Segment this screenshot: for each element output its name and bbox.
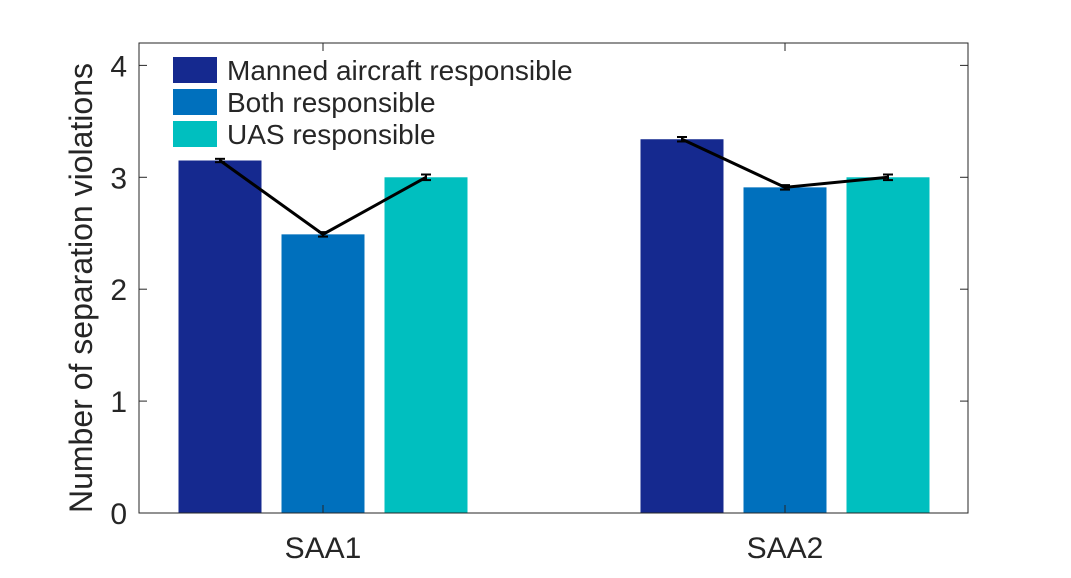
y-ticks-layer: 0 1 2 3 4 [110,50,968,531]
legend-item: Manned aircraft responsible [173,55,573,86]
x-tick-label: SAA1 [285,532,362,565]
y-tick-label: 1 [110,386,127,419]
legend-swatch [173,57,217,83]
y-axis-label: Number of separation violations [63,63,99,513]
error-bar [883,173,893,182]
error-bar [780,184,790,191]
error-bar [677,136,687,143]
axes-frame [138,42,969,514]
bar [640,139,724,513]
bars-layer [178,139,930,514]
x-ticks-layer: SAA1 SAA2 [285,43,824,565]
legend-item: Both responsible [173,87,436,118]
error-bars-layer [215,136,893,238]
legend-label: UAS responsible [227,119,436,150]
y-tick-label: 0 [110,498,127,531]
bar [846,177,930,514]
bar [743,187,827,513]
y-tick-label: 4 [110,50,127,83]
legend-item: UAS responsible [173,119,436,150]
y-tick-label: 3 [110,162,127,195]
legend-swatch [173,121,217,147]
error-bar [215,157,225,164]
error-bar [318,231,328,238]
x-tick-label: SAA2 [747,532,824,565]
error-bar [421,173,431,182]
legend-swatch [173,89,217,115]
bar [178,160,262,513]
y-tick-label: 2 [110,274,127,307]
bar [384,177,468,514]
legend-label: Both responsible [227,87,436,118]
legend-label: Manned aircraft responsible [227,55,573,86]
bar [281,234,365,513]
